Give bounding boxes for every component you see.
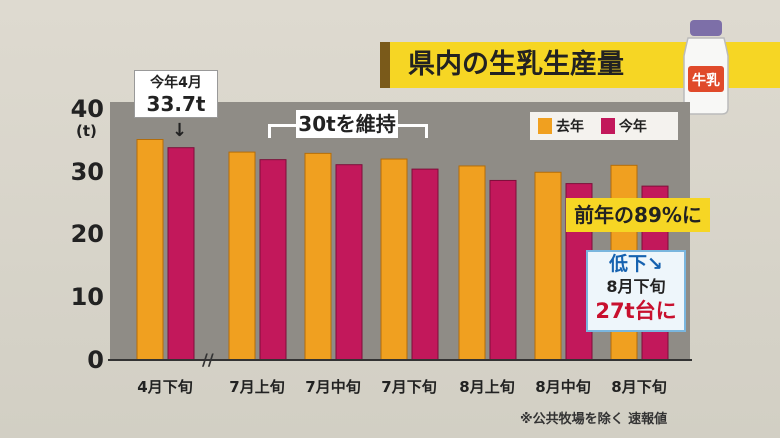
april-callout: 今年4月 33.7t [134, 70, 218, 118]
x-tick-label: 8月上旬 [459, 378, 515, 396]
bar-this-year [411, 168, 439, 361]
y-axis-unit: (t) [76, 122, 97, 140]
x-tick-label: 8月下旬 [611, 378, 667, 396]
x-tick-label: 7月中旬 [305, 378, 361, 396]
bar-last-year [534, 171, 562, 361]
axis-break-mark: // [202, 350, 214, 369]
decline-value: 27t台に [595, 299, 677, 323]
y-tick-label: 40 [70, 95, 104, 123]
maintain-label: 30tを維持 [296, 110, 398, 138]
bottle-label: 牛乳 [692, 72, 720, 89]
arrow-down-icon: ↓ [172, 120, 188, 141]
percent-callout: 前年の89%に [566, 198, 710, 232]
april-callout-label: 今年4月 [150, 75, 202, 91]
y-tick-label: 10 [70, 283, 104, 311]
x-tick-label: 7月下旬 [381, 378, 437, 396]
bar-this-year [335, 164, 363, 361]
legend-label: 今年 [618, 119, 647, 135]
bar-last-year [136, 139, 164, 361]
decline-period: 8月下旬 [606, 277, 666, 296]
bar-last-year [458, 165, 486, 361]
bar-last-year [380, 158, 408, 361]
y-tick-label: 20 [70, 220, 104, 248]
x-tick-label: 7月上旬 [229, 378, 285, 396]
milk-bottle-icon: 牛乳 [683, 20, 729, 115]
legend: 去年 今年 [530, 112, 678, 140]
bar-last-year [228, 151, 256, 361]
decline-callout: 低下↘ 8月下旬 27t台に [586, 250, 686, 332]
legend-swatch [538, 118, 552, 134]
legend-item: 去年 [538, 116, 584, 136]
x-tick-label: 8月中旬 [535, 378, 591, 396]
y-tick-label: 30 [70, 158, 104, 186]
y-tick-label: 0 [87, 346, 104, 374]
decline-label: 低下↘ [609, 253, 663, 275]
april-callout-value: 33.7t [146, 92, 206, 116]
legend-item: 今年 [600, 116, 647, 136]
x-tick-label: 4月下旬 [137, 378, 193, 396]
legend-label: 去年 [556, 119, 584, 135]
bar-last-year [304, 152, 332, 361]
legend-swatch [600, 118, 615, 134]
bar-this-year [489, 179, 517, 361]
bar-this-year [167, 147, 195, 361]
footnote: ※公共牧場を除く 速報値 [520, 412, 668, 427]
bar-this-year [259, 159, 287, 361]
